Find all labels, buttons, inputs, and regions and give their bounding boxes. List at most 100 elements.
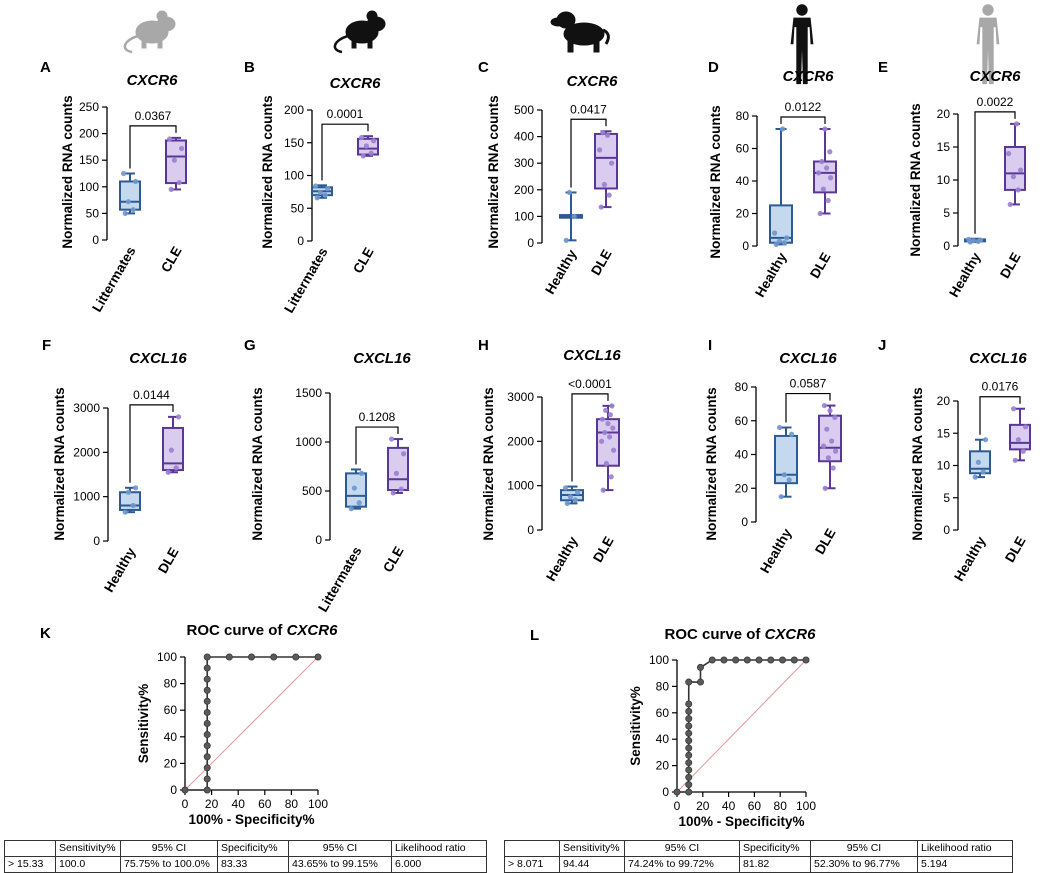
roc-point [203, 664, 211, 672]
data-point [780, 126, 786, 132]
roc-point [203, 742, 211, 750]
data-point [819, 158, 825, 165]
data-point [600, 487, 606, 493]
data-point [1011, 406, 1017, 412]
y-axis-label: Normalized RNA counts [260, 95, 275, 248]
roc-point [685, 744, 693, 752]
y-tick-label: 2000 [73, 445, 100, 459]
x-category-label: DLE [812, 526, 838, 557]
y-tick-label: 500 [302, 484, 322, 498]
data-point [1018, 167, 1024, 173]
y-tick-label: 15 [937, 426, 951, 440]
chart-title: CXCL16 [779, 350, 837, 367]
data-point [980, 469, 986, 475]
data-point [348, 506, 354, 512]
roc-table-value-cell: 81.82 [739, 856, 811, 873]
roc-point [673, 788, 681, 796]
roc-table-value-cell: 74.24% to 99.72% [624, 856, 740, 873]
data-point [368, 150, 374, 156]
data-point [833, 448, 839, 454]
x-category-label: CLE [158, 244, 184, 275]
y-tick-label: 0 [527, 523, 534, 537]
roc-table-value-cell: 5.194 [917, 856, 1013, 873]
roc-table-L: Sensitivity% 95% CI Specificity% 95% CI … [504, 840, 1013, 873]
x-category-label: Littermates [89, 244, 138, 315]
data-point [176, 414, 182, 420]
roc-point [685, 737, 693, 745]
roc-point [203, 753, 211, 761]
p-value-label: 0.0176 [982, 380, 1019, 394]
data-point [600, 130, 606, 136]
y-tick-label: 10 [937, 173, 951, 187]
data-point [168, 447, 174, 453]
y-tick-label: 2000 [507, 434, 534, 448]
data-point [566, 189, 573, 196]
x-category-label: Healthy [946, 250, 984, 300]
roc-table-value-cell: 43.65% to 99.15% [288, 856, 392, 873]
data-point [983, 437, 989, 443]
roc-table-value-cell: 6.000 [391, 856, 487, 873]
data-point [609, 403, 615, 409]
panel-letter: K [40, 625, 51, 642]
y-tick-label: 3000 [73, 401, 100, 415]
y-tick-label: 100 [157, 650, 177, 664]
roc-point [685, 759, 693, 767]
y-tick-label: 20 [937, 107, 951, 121]
chart-title: CXCL16 [353, 350, 411, 367]
p-value-label: 0.0417 [570, 102, 607, 116]
data-point [122, 210, 128, 216]
y-tick-label: 10 [937, 459, 951, 473]
y-tick-label: 1000 [73, 490, 100, 504]
y-tick-label: 60 [736, 142, 750, 156]
data-point [179, 145, 185, 152]
x-category-label: CLE [350, 245, 376, 276]
data-point [832, 414, 838, 420]
x-category-label: Healthy [757, 526, 795, 576]
roc-point [685, 729, 693, 737]
panel-letter: L [530, 627, 539, 644]
roc-point [203, 764, 211, 772]
y-tick-label: 1000 [507, 479, 534, 493]
data-point [130, 207, 136, 213]
roc-point [203, 675, 211, 683]
chart-title: CXCR6 [330, 75, 382, 92]
panel-letter: J [878, 337, 886, 354]
data-point [1010, 174, 1017, 180]
panel-letter: D [708, 59, 719, 76]
data-point [820, 186, 827, 192]
y-tick-label: 0 [943, 239, 950, 253]
data-point [125, 489, 131, 495]
p-value-label: 0.1208 [359, 410, 396, 424]
data-point [563, 485, 569, 491]
y-tick-label: 40 [656, 732, 670, 746]
roc-point [696, 663, 704, 671]
x-tick-label: 80 [285, 797, 299, 811]
data-point [610, 425, 616, 431]
roc-title-prefix: ROC curve of [187, 622, 287, 639]
p-value-label: 0.0367 [135, 109, 172, 123]
reference-diagonal [676, 659, 807, 793]
data-point [359, 470, 365, 476]
data-point [393, 470, 399, 476]
p-value-label: 0.0022 [977, 95, 1014, 109]
y-tick-label: 0 [741, 515, 748, 529]
data-point [821, 402, 828, 409]
data-point [824, 165, 830, 171]
panel-letter: F [42, 337, 51, 354]
data-point [359, 134, 365, 141]
y-axis-label: Normalized RNA counts [704, 387, 719, 540]
chart-title: CXCL16 [563, 347, 621, 364]
y-tick-label: 150 [79, 153, 99, 167]
data-point [598, 204, 604, 210]
roc-table-value-cell: > 15.33 [4, 856, 56, 873]
x-category-label: Healthy [752, 250, 790, 300]
roc-table-header-cell: Sensitivity% [55, 840, 121, 857]
data-point [607, 412, 614, 418]
data-point [970, 238, 977, 244]
y-tick-label: 0 [170, 783, 177, 797]
x-category-label: DLE [1002, 534, 1028, 565]
y-tick-label: 250 [79, 100, 99, 114]
x-category-label: DLE [807, 250, 833, 281]
data-point [314, 195, 320, 201]
